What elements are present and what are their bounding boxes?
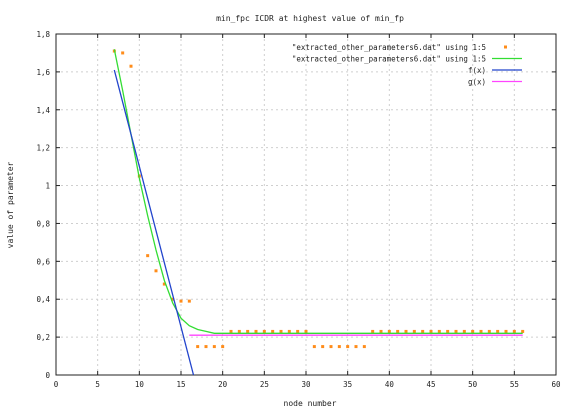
y-tick-label: 0,4 xyxy=(36,295,50,304)
x-tick-label: 20 xyxy=(218,380,228,389)
legend-label: "extracted_other_parameters6.dat" using … xyxy=(292,55,486,64)
y-tick-label: 1,4 xyxy=(36,106,50,115)
ticks: 0 5 10 15 20 25 30 35 40 45 50 55 60 0 0,2 0,4 0,6 0,8 1 1,… xyxy=(36,30,561,389)
data-point xyxy=(454,329,458,333)
data-point xyxy=(437,329,441,333)
data-point xyxy=(362,345,366,349)
y-tick-label: 1 xyxy=(45,182,50,191)
data-point xyxy=(312,345,316,349)
data-point xyxy=(354,345,358,349)
legend-label: g(x) xyxy=(468,78,486,87)
data-point xyxy=(412,329,416,333)
data-point xyxy=(129,64,133,68)
y-tick-label: 1,2 xyxy=(36,144,50,153)
x-tick-label: 55 xyxy=(510,380,519,389)
data-point xyxy=(504,329,508,333)
y-tick-label: 1,6 xyxy=(36,68,50,77)
data-point xyxy=(446,329,450,333)
series-line xyxy=(113,49,523,334)
data-point xyxy=(387,329,391,333)
data-point xyxy=(521,329,525,333)
data-point xyxy=(246,329,250,333)
data-point xyxy=(479,329,483,333)
x-axis-label: node number xyxy=(284,399,337,408)
x-tick-label: 30 xyxy=(301,380,311,389)
series-layer xyxy=(112,49,525,376)
y-axis-label: value of parameter xyxy=(6,161,15,248)
legend: "extracted_other_parameters6.dat" using … xyxy=(292,43,522,87)
x-tick-label: 40 xyxy=(385,380,395,389)
x-tick-label: 50 xyxy=(468,380,478,389)
data-point xyxy=(379,329,383,333)
y-tick-label: 0,2 xyxy=(36,333,50,342)
data-point xyxy=(512,329,516,333)
data-point xyxy=(262,329,266,333)
data-point xyxy=(462,329,466,333)
data-point xyxy=(421,329,425,333)
data-point xyxy=(329,345,333,349)
data-point xyxy=(146,254,150,258)
series-line xyxy=(113,69,195,376)
x-tick-label: 60 xyxy=(551,380,561,389)
data-point xyxy=(187,299,191,303)
data-point xyxy=(237,329,241,333)
data-point xyxy=(221,345,225,349)
x-tick-label: 45 xyxy=(426,380,435,389)
data-point xyxy=(212,345,216,349)
data-point xyxy=(396,329,400,333)
x-tick-label: 10 xyxy=(135,380,145,389)
y-tick-label: 1,8 xyxy=(36,30,50,39)
y-tick-label: 0,6 xyxy=(36,257,50,266)
data-point xyxy=(179,299,183,303)
data-point xyxy=(171,297,175,301)
data-point xyxy=(321,345,325,349)
legend-label: f(x) xyxy=(468,66,486,75)
data-point xyxy=(287,329,291,333)
data-point xyxy=(121,51,125,55)
data-point xyxy=(337,345,341,349)
x-tick-label: 25 xyxy=(260,380,269,389)
y-tick-label: 0 xyxy=(45,371,50,380)
data-point xyxy=(404,329,408,333)
data-point xyxy=(429,329,433,333)
grid xyxy=(56,34,556,375)
legend-label: "extracted_other_parameters6.dat" using … xyxy=(292,43,486,52)
data-point xyxy=(254,329,258,333)
data-point xyxy=(346,345,350,349)
x-tick-label: 0 xyxy=(54,380,59,389)
data-point xyxy=(487,329,491,333)
y-tick-label: 0,8 xyxy=(36,219,50,228)
x-tick-label: 5 xyxy=(95,380,100,389)
data-point xyxy=(296,329,300,333)
data-point xyxy=(196,345,200,349)
chart-title: min_fpc ICDR at highest value of min_fp xyxy=(216,14,404,23)
data-point xyxy=(162,282,166,286)
data-point xyxy=(229,329,233,333)
data-point xyxy=(279,329,283,333)
data-point xyxy=(304,329,308,333)
data-point xyxy=(154,269,158,273)
legend-marker xyxy=(504,45,507,49)
data-point xyxy=(496,329,500,333)
data-point xyxy=(371,329,375,333)
x-tick-label: 35 xyxy=(343,380,352,389)
data-point xyxy=(271,329,275,333)
x-tick-label: 15 xyxy=(176,380,185,389)
data-point xyxy=(204,345,208,349)
data-point xyxy=(471,329,475,333)
